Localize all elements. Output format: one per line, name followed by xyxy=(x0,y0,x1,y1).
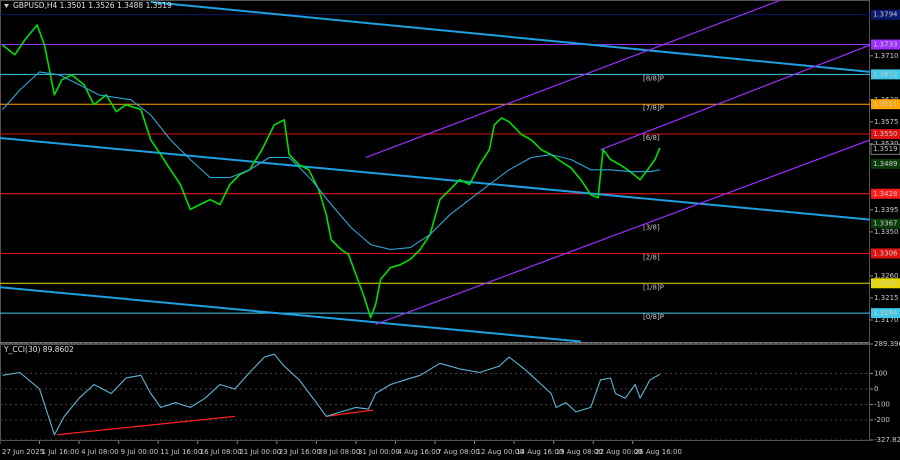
level-box xyxy=(871,218,900,229)
level-tag: [7/8]P xyxy=(643,104,664,112)
level-label: 1.3794 xyxy=(873,11,898,19)
level-label: 1.3306 xyxy=(873,249,898,257)
x-tick-label: 9 Jul 00:00 xyxy=(121,448,159,456)
level-label: 1.3367 xyxy=(873,220,898,228)
trend-line xyxy=(365,0,782,159)
level-box xyxy=(871,158,900,169)
trend-line xyxy=(600,44,871,151)
trend-line xyxy=(0,136,871,221)
level-label: 1.3519 xyxy=(873,145,898,153)
symbol-icon xyxy=(4,4,9,8)
level-box xyxy=(871,99,900,110)
level-label: 1.3733 xyxy=(873,41,898,49)
series-line xyxy=(2,353,661,436)
level-label: 1.3489 xyxy=(873,160,898,168)
y-tick-label: -327.8232 xyxy=(874,436,900,444)
x-tick-label: 1 Jul 16:00 xyxy=(42,448,80,456)
y-tick-label: -200 xyxy=(874,416,890,424)
y-tick-label: 1.3260 xyxy=(874,272,899,280)
level-label: 1.3428 xyxy=(873,190,898,198)
y-tick-label: 1.3575 xyxy=(874,118,899,126)
level-tag: [1/8]P xyxy=(643,283,664,291)
x-tick-label: 4 Jul 08:00 xyxy=(81,448,119,456)
trend-line xyxy=(150,0,871,73)
x-tick-label: 4 Aug 16:00 xyxy=(397,448,440,456)
y-tick-label: -100 xyxy=(874,401,890,409)
cci-panel-frame xyxy=(0,344,870,441)
level-tag: [0/8]P xyxy=(643,313,664,321)
x-tick-label: 31 Jul 00:00 xyxy=(358,448,400,456)
x-tick-label: 14 Aug 16:00 xyxy=(516,448,563,456)
level-label: 1.3550 xyxy=(873,130,898,138)
series-line xyxy=(2,24,661,319)
level-box xyxy=(871,278,900,289)
level-label: 1.3672 xyxy=(873,70,898,78)
level-tag: [8/8]P xyxy=(643,74,664,82)
level-box xyxy=(871,9,900,20)
x-tick-label: 26 Aug 16:00 xyxy=(635,448,682,456)
price-panel-frame xyxy=(0,0,870,343)
level-box xyxy=(871,188,900,199)
y-tick-label: 1.3170 xyxy=(874,316,899,324)
x-tick-label: 11 Jul 16:00 xyxy=(160,448,202,456)
trend-line xyxy=(326,409,374,417)
x-tick-label: 27 Jun 2025 xyxy=(2,448,44,456)
y-tick-label: 100 xyxy=(874,369,887,377)
y-tick-label: 289.3969 xyxy=(874,340,900,348)
level-box xyxy=(871,129,900,140)
level-tag: [3/8] xyxy=(643,224,660,232)
x-tick-label: 19 Aug 08:00 xyxy=(556,448,603,456)
level-label: 1.3245 xyxy=(873,279,898,287)
x-tick-label: 21 Jul 00:00 xyxy=(239,448,281,456)
x-tick-label: 23 Jul 16:00 xyxy=(279,448,321,456)
x-tick-label: 7 Aug 08:00 xyxy=(437,448,480,456)
level-box xyxy=(871,39,900,50)
x-tick-label: 16 Jul 08:00 xyxy=(200,448,242,456)
level-tag: [6/8] xyxy=(643,134,660,142)
trend-line xyxy=(56,415,235,436)
level-box xyxy=(871,248,900,259)
series-line xyxy=(2,71,661,251)
x-tick-label: 28 Jul 08:00 xyxy=(318,448,360,456)
y-tick-label: 1.3710 xyxy=(874,52,899,60)
y-tick-label: 1.3350 xyxy=(874,228,899,236)
level-label: 1.3611 xyxy=(873,100,898,108)
level-label: 1.3184 xyxy=(873,309,898,317)
trend-line xyxy=(375,139,871,325)
trend-line xyxy=(0,286,581,343)
level-tag: [2/8] xyxy=(643,253,660,261)
y-tick-label: 1.3395 xyxy=(874,206,899,214)
indicator-title: Y_CCI(30) 89.8602 xyxy=(3,345,74,354)
level-box xyxy=(871,308,900,319)
level-box xyxy=(870,143,900,155)
x-tick-label: 22 Aug 00:00 xyxy=(595,448,642,456)
y-tick-label: 1.3215 xyxy=(874,294,899,302)
y-tick-label: 0 xyxy=(874,385,878,393)
level-box xyxy=(871,69,900,80)
y-tick-label: 1.3530 xyxy=(874,140,899,148)
chart-title: GBPUSD,H4 1.3501 1.3526 1.3488 1.3519 xyxy=(13,1,172,10)
x-tick-label: 12 Aug 00:00 xyxy=(477,448,524,456)
